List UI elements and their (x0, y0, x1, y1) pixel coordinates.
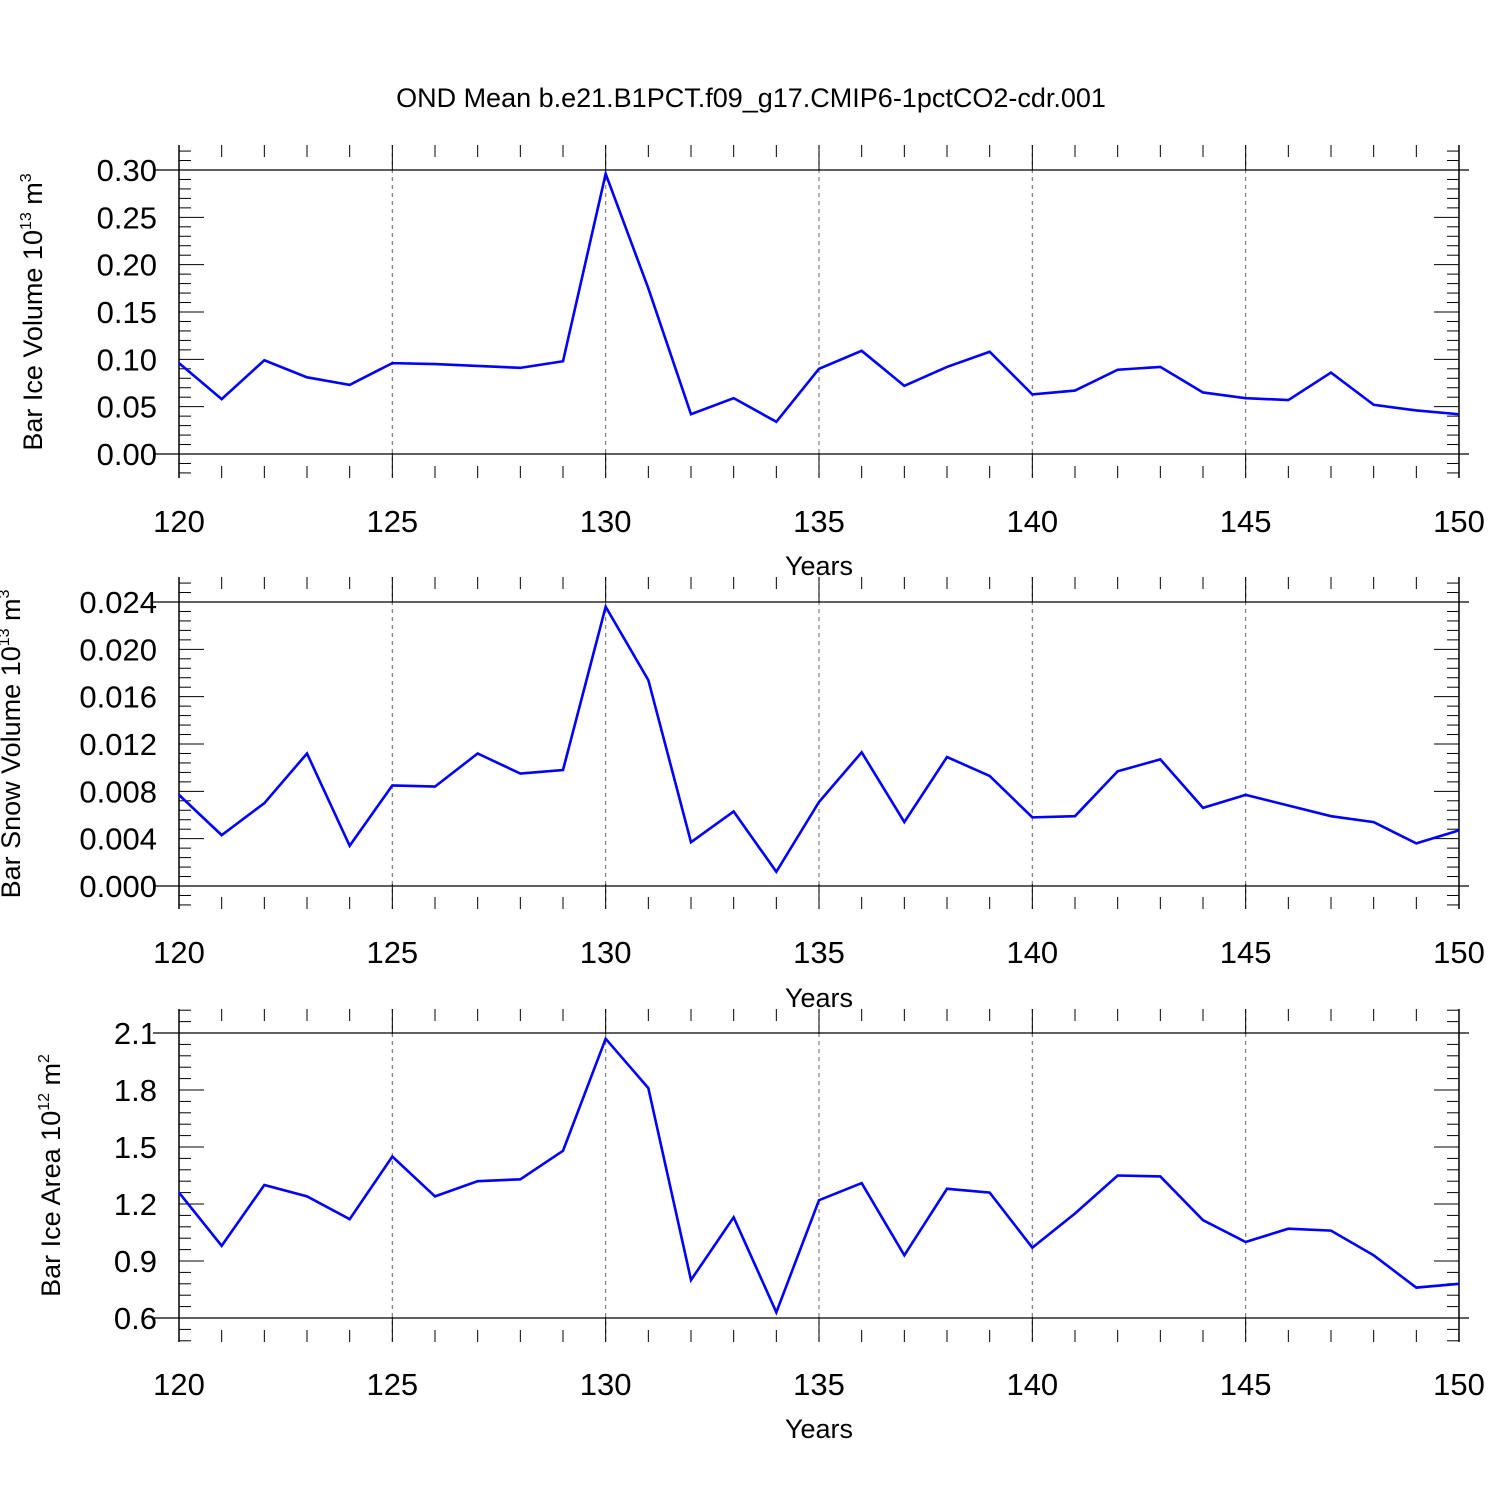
series-line (177, 1036, 1460, 1316)
y-tick-label: 0.012 (79, 727, 157, 762)
y-tick-label: 0.6 (114, 1301, 157, 1336)
x-tick-label: 150 (1433, 504, 1485, 539)
y-axis-title: Bar Ice Volume 1013 m3 (18, 173, 48, 450)
panel-2: 0.000 0.004 0.008 0.012 0.016 0.020 0.024 120 12… (0, 577, 1485, 1013)
x-tick-label: 130 (580, 1367, 632, 1402)
x-axis-title: Years (785, 551, 853, 581)
series-line (178, 169, 1460, 424)
y-tick-label: 0.016 (79, 680, 157, 715)
chart-title: OND Mean b.e21.B1PCT.f09_g17.CMIP6-1pctC… (396, 83, 1106, 113)
x-tick-label: 135 (793, 935, 845, 970)
x-tick-label: 130 (580, 935, 632, 970)
y-tick-label: 0.20 (97, 248, 157, 283)
chart-panels: 0.00 0.05 0.10 0.15 0.20 0.25 0.30 120 125 130 135… (0, 145, 1485, 1444)
y-tick-label: 0.30 (97, 153, 157, 188)
x-tick-label: 120 (153, 935, 205, 970)
y-tick-label: 0.024 (79, 585, 157, 620)
x-tick-label: 140 (1006, 1367, 1058, 1402)
y-tick-label: 2.1 (114, 1016, 157, 1051)
y-tick-label: 0.15 (97, 295, 157, 330)
x-tick-label: 150 (1433, 935, 1485, 970)
y-tick-label: 0.10 (97, 342, 157, 377)
x-tick-label: 135 (793, 504, 845, 539)
y-tick-label: 0.25 (97, 200, 157, 235)
x-tick-label: 125 (366, 1367, 418, 1402)
y-axis-title: Bar Ice Area 1012 m2 (36, 1054, 66, 1297)
x-tick-label: 130 (580, 504, 632, 539)
panel-1: 0.00 0.05 0.10 0.15 0.20 0.25 0.30 120 125 130 135… (18, 145, 1485, 581)
panel-3: 0.6 0.9 1.2 1.5 1.8 2.1 120 125 130 135 140 145 150 Y… (36, 1009, 1485, 1444)
x-axis-title: Years (785, 1414, 853, 1444)
x-tick-label: 125 (366, 504, 418, 539)
y-tick-label: 1.2 (114, 1187, 157, 1222)
x-tick-label: 145 (1220, 1367, 1272, 1402)
x-tick-label: 140 (1006, 935, 1058, 970)
x-tick-label: 145 (1220, 504, 1272, 539)
x-tick-label: 150 (1433, 1367, 1485, 1402)
y-tick-label: 0.004 (79, 822, 157, 857)
y-tick-label: 1.5 (114, 1130, 157, 1165)
y-axis-title: Bar Snow Volume 1013 m3 (0, 589, 26, 898)
x-tick-label: 145 (1220, 935, 1272, 970)
y-tick-label: 0.008 (79, 774, 157, 809)
x-tick-label: 135 (793, 1367, 845, 1402)
y-tick-label: 0.020 (79, 632, 157, 667)
y-tick-label: 0.05 (97, 390, 157, 425)
x-tick-label: 125 (366, 935, 418, 970)
x-tick-label: 120 (153, 504, 205, 539)
y-tick-label: 0.00 (97, 437, 157, 472)
x-axis-title: Years (785, 983, 853, 1013)
series-line (178, 603, 1460, 875)
y-tick-label: 0.9 (114, 1244, 157, 1279)
x-tick-label: 120 (153, 1367, 205, 1402)
y-tick-label: 1.8 (114, 1073, 157, 1108)
y-tick-label: 0.000 (79, 869, 157, 904)
x-tick-label: 140 (1006, 504, 1058, 539)
